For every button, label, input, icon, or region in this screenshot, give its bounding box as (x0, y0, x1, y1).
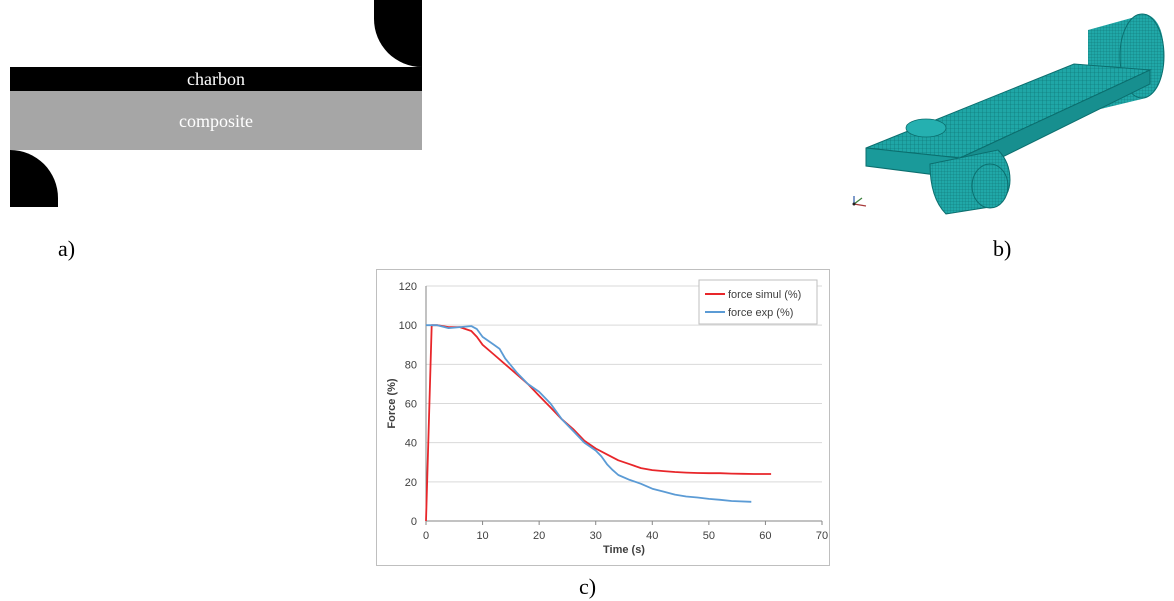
beam-plate-mesh (865, 63, 1152, 179)
upper-loading-roller (374, 0, 422, 67)
x-tick-label: 10 (476, 530, 488, 542)
y-tick-label: 60 (405, 399, 417, 411)
x-tick-label: 40 (646, 530, 658, 542)
y-tick-label: 0 (411, 516, 417, 528)
series-line-1 (425, 324, 772, 522)
x-tick-label: 20 (533, 530, 545, 542)
y-tick-label: 40 (405, 438, 417, 450)
y-tick-label: 100 (399, 320, 417, 332)
x-tick-label: 60 (759, 530, 771, 542)
legend-label: force exp (%) (728, 307, 793, 319)
y-tick-label: 80 (405, 359, 417, 371)
force-time-chart: 0 20 40 60 80 100 120 0 10 20 30 40 50 60 70 Time (s) Fo… (376, 269, 830, 566)
x-tick-label: 70 (816, 530, 828, 542)
panel-label-c: c) (579, 574, 597, 599)
panel-label-a: a) (58, 236, 76, 261)
lower-support-roller (10, 150, 58, 207)
x-tick-label: 30 (590, 530, 602, 542)
x-tick-label: 50 (703, 530, 715, 542)
series-line-2 (426, 324, 752, 503)
charbon-layer: charbon (10, 67, 422, 91)
lower-roller-mesh (929, 149, 1011, 215)
chart-svg: 0 20 40 60 80 100 120 0 10 20 30 40 50 60 70 Time (s) Fo… (386, 279, 828, 556)
panel-a-beam-schematic: charbon composite (0, 0, 430, 215)
y-tick-label: 20 (405, 477, 417, 489)
panel-b-mesh-model (852, 13, 1165, 215)
y-axis-title: Force (%) (386, 378, 398, 428)
composite-layer: composite (10, 91, 422, 150)
contact-bump (905, 118, 947, 138)
x-axis-title: Time (s) (603, 544, 645, 556)
legend-label: force simul (%) (728, 289, 801, 301)
y-tick-label: 120 (399, 281, 417, 293)
x-tick-label: 0 (423, 530, 429, 542)
panel-label-b: b) (993, 236, 1012, 261)
axis-triad-icon (852, 196, 867, 207)
legend-box (698, 279, 818, 325)
